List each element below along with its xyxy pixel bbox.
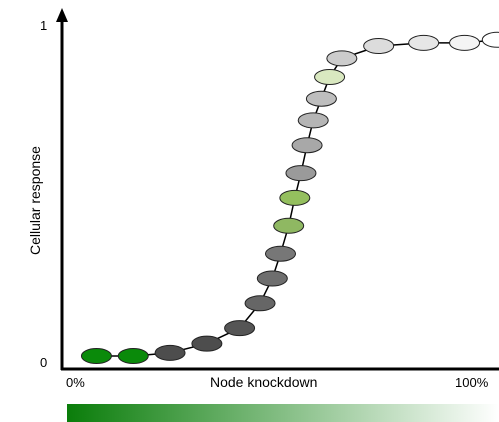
- data-point: [191, 335, 223, 352]
- data-point: [80, 348, 112, 364]
- y-axis-label: Cellular response: [27, 146, 43, 255]
- data-points-layer: [80, 31, 499, 364]
- data-point: [291, 137, 323, 154]
- data-point: [297, 112, 329, 129]
- y-axis-arrowhead: [56, 8, 68, 22]
- data-point: [326, 50, 358, 67]
- data-point: [363, 38, 395, 54]
- tick-labels: 1 0 0% 100%: [40, 18, 489, 390]
- y-tick-label-top: 1: [40, 18, 47, 33]
- axis-labels: Node knockdown Cellular response: [27, 146, 317, 390]
- x-tick-label-left: 0%: [66, 375, 85, 390]
- data-point: [244, 295, 276, 312]
- x-axis-label: Node knockdown: [210, 374, 317, 390]
- data-point: [449, 34, 481, 51]
- y-tick-label-bottom: 0: [40, 355, 47, 370]
- data-point: [481, 31, 499, 48]
- data-point: [265, 245, 296, 262]
- data-point: [305, 90, 337, 107]
- data-point: [117, 348, 149, 364]
- data-point: [273, 217, 305, 234]
- data-point: [279, 189, 311, 206]
- data-point: [408, 34, 440, 51]
- data-point: [256, 270, 288, 287]
- knockdown-gradient-bar: [67, 404, 499, 422]
- x-tick-label-right: 100%: [455, 375, 489, 390]
- data-point: [154, 344, 186, 361]
- data-point: [285, 165, 317, 182]
- data-point: [314, 69, 346, 85]
- data-point: [224, 320, 256, 337]
- axes: [56, 8, 499, 371]
